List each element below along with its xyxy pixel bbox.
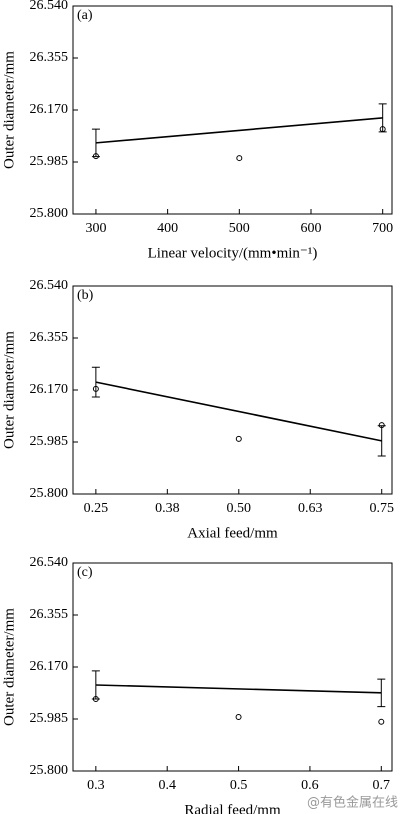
y-tick-label: 26.540	[30, 278, 69, 293]
fit-line	[95, 684, 382, 694]
x-tick-label: 0.6	[301, 778, 319, 793]
x-tick-label: 500	[229, 221, 250, 236]
y-tick-label: 26.540	[30, 555, 69, 570]
x-axis-label: Linear velocity/(mm•min⁻¹)	[148, 245, 318, 261]
y-axis-label: Outer diameter/mm	[1, 608, 17, 726]
error-bar	[377, 678, 386, 708]
y-tick-label: 25.800	[30, 486, 69, 501]
x-tick-label: 0.3	[87, 778, 105, 793]
error-bar	[91, 670, 100, 700]
y-tick-label: 26.170	[30, 102, 69, 117]
data-point	[235, 435, 242, 442]
y-tick-label: 25.800	[30, 763, 69, 778]
y-tick-label: 25.985	[30, 711, 69, 726]
x-tick-label: 0.7	[373, 778, 391, 793]
x-tick-label: 700	[372, 221, 393, 236]
error-bar	[378, 103, 387, 133]
data-point	[378, 718, 385, 725]
x-tick-label: 0.75	[369, 501, 394, 516]
y-tick-label: 25.985	[30, 154, 69, 169]
panel-label: (b)	[77, 288, 94, 303]
data-point	[236, 155, 243, 162]
panel-label: (c)	[77, 565, 93, 580]
y-tick-label: 25.800	[30, 206, 69, 221]
y-tick-label: 26.170	[30, 659, 69, 674]
x-tick-label: 0.38	[155, 501, 180, 516]
x-axis-label: Radial feed/mm	[184, 802, 281, 814]
plot-frame	[72, 5, 393, 215]
fit-line	[95, 117, 383, 144]
y-axis-label: Outer diameter/mm	[1, 51, 17, 169]
plot-frame	[72, 285, 393, 495]
plot-frame	[72, 562, 393, 772]
x-tick-label: 0.63	[298, 501, 323, 516]
y-tick-label: 26.355	[30, 330, 69, 345]
error-bar	[91, 366, 100, 398]
y-tick-label: 26.355	[30, 607, 69, 622]
x-axis-label: Axial feed/mm	[187, 525, 278, 541]
error-bar	[91, 128, 100, 158]
x-tick-label: 0.4	[158, 778, 176, 793]
x-tick-label: 0.5	[230, 778, 248, 793]
y-tick-label: 25.985	[30, 434, 69, 449]
fit-line	[95, 381, 382, 442]
y-tick-label: 26.540	[30, 0, 69, 13]
x-tick-label: 300	[85, 221, 106, 236]
y-tick-label: 26.355	[30, 50, 69, 65]
x-tick-label: 0.50	[227, 501, 252, 516]
watermark: @有色金属在线	[307, 795, 398, 811]
panel-label: (a)	[77, 8, 93, 23]
x-tick-label: 0.25	[84, 501, 109, 516]
error-bar	[377, 425, 386, 457]
x-tick-label: 600	[300, 221, 321, 236]
y-tick-label: 26.170	[30, 382, 69, 397]
data-point	[235, 714, 242, 721]
y-axis-label: Outer diameter/mm	[1, 331, 17, 449]
x-tick-label: 400	[157, 221, 178, 236]
